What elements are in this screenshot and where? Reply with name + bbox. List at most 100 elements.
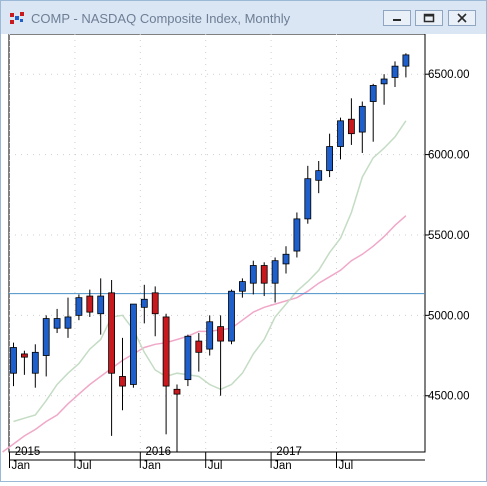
candle: [10, 342, 17, 387]
candle-body-up: [271, 260, 279, 284]
candle-body-down: [173, 388, 181, 395]
candle: [380, 74, 388, 105]
plot-frame: [8, 33, 426, 453]
candle: [119, 337, 126, 411]
x-month-label: Jan: [273, 460, 292, 472]
candle: [75, 294, 83, 321]
x-month-label: Jan: [142, 460, 161, 472]
y-tick-label: 6000.00: [428, 150, 470, 162]
x-year-label: 2017: [276, 446, 302, 458]
candle: [217, 315, 225, 396]
candle: [369, 83, 377, 142]
y-tick-label: 6500.00: [428, 69, 470, 81]
candle-body-down: [217, 326, 225, 342]
chart-app-icon: [10, 12, 24, 24]
candle-body-down: [151, 292, 159, 315]
y-tick-label: 4500.00: [428, 391, 470, 403]
restore-button[interactable]: [415, 10, 443, 26]
candle-body-up: [10, 347, 17, 374]
candle-body-up: [206, 321, 214, 350]
candle: [108, 279, 115, 436]
candle-body-up: [238, 281, 246, 292]
y-tick-label: 5500.00: [428, 230, 470, 242]
candle: [337, 117, 344, 160]
candle: [129, 303, 137, 388]
candle: [140, 284, 148, 324]
candle: [20, 350, 28, 375]
ma-short-line: [13, 120, 407, 423]
candle-body-up: [402, 54, 410, 67]
restore-icon: [423, 13, 435, 23]
candle-layer: [10, 53, 410, 452]
candle-body-up: [42, 318, 50, 356]
candle: [260, 262, 268, 297]
candle-body-down: [20, 353, 28, 358]
candle-body-up: [358, 105, 366, 133]
candle-body-down: [162, 316, 170, 387]
candle: [86, 289, 94, 317]
candle-body-up: [31, 351, 39, 374]
candle-body-up: [249, 265, 257, 284]
candle: [53, 308, 61, 334]
y-axis: 6500.00 6000.00 5500.00 5000.00 4500.00: [425, 69, 470, 403]
candle: [151, 286, 159, 337]
candle-body-up: [129, 303, 137, 385]
candle-body-up: [380, 78, 388, 85]
candle: [238, 278, 246, 298]
y-tick-label: 5000.00: [428, 310, 470, 322]
candle-body-up: [75, 297, 83, 316]
candle-body-down: [119, 376, 126, 387]
candle: [228, 289, 235, 345]
candle-body-down: [347, 118, 355, 135]
candle-body-down: [108, 292, 115, 374]
minimize-icon: [393, 19, 401, 21]
candle: [293, 212, 301, 258]
candle: [282, 246, 290, 274]
close-button[interactable]: [448, 10, 476, 26]
candle-body-up: [64, 316, 72, 329]
candle-body-up: [184, 335, 192, 381]
candle: [195, 333, 203, 372]
candle-body-up: [304, 178, 312, 220]
candle: [304, 165, 312, 224]
candle: [402, 53, 410, 78]
candle: [347, 98, 355, 145]
candle-body-down: [86, 295, 94, 313]
candle: [31, 344, 39, 388]
x-year-label: 2015: [15, 446, 41, 458]
candle-body-down: [195, 340, 203, 353]
candle: [162, 313, 170, 435]
minimize-button[interactable]: [383, 10, 411, 26]
candle: [249, 260, 257, 295]
candle: [271, 257, 279, 303]
candle-body-up: [53, 318, 61, 329]
candle: [97, 278, 105, 335]
close-icon: [457, 13, 467, 23]
ma-long-line: [2, 215, 407, 453]
title-bar[interactable]: COMP - NASDAQ Composite Index, Monthly: [1, 1, 486, 34]
candle-body-up: [97, 295, 105, 315]
x-axis: Jan Jul Jan Jul Jan Jul 2015 2016 2017: [9, 446, 425, 472]
candle-body-up: [140, 298, 148, 308]
candle-body-up: [293, 218, 301, 252]
candle-body-up: [337, 120, 344, 147]
candle-body-up: [282, 253, 290, 265]
x-month-label: Jul: [208, 460, 223, 472]
candle-body-up: [228, 290, 235, 342]
candle: [64, 297, 72, 338]
chart-area[interactable]: 6500.00 6000.00 5500.00 5000.00 4500.00 Jan J…: [1, 33, 486, 481]
candle: [184, 334, 192, 387]
window-title: COMP - NASDAQ Composite Index, Monthly: [31, 11, 291, 26]
candle: [326, 133, 334, 178]
x-month-label: Jul: [77, 460, 92, 472]
moving-average-layer: [2, 120, 407, 453]
candle-body-up: [369, 85, 377, 102]
candle-body-up: [315, 170, 323, 181]
candlestick-chart[interactable]: 6500.00 6000.00 5500.00 5000.00 4500.00 Jan J…: [1, 33, 486, 481]
candle: [173, 384, 181, 452]
x-month-label: Jul: [339, 460, 354, 472]
candle: [42, 315, 50, 377]
candle: [358, 101, 366, 153]
candle: [315, 161, 323, 194]
